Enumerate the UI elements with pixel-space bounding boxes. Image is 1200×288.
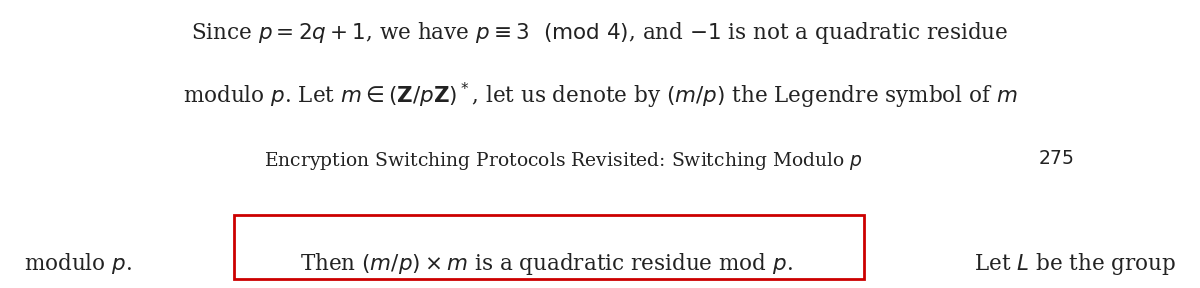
Text: Since $p = 2q + 1$, we have $p \equiv 3\ \ (\mathrm{mod}\ 4)$, and $-1$ is not a: Since $p = 2q + 1$, we have $p \equiv 3\… xyxy=(191,20,1009,46)
Text: modulo $p$.: modulo $p$. xyxy=(24,251,132,276)
Text: $275$: $275$ xyxy=(1038,150,1074,168)
Text: Encryption Switching Protocols Revisited: Switching Modulo $p$: Encryption Switching Protocols Revisited… xyxy=(264,150,864,172)
Text: modulo $p$. Let $m \in (\mathbf{Z}/p\mathbf{Z})^*$, let us denote by $(m/p)$ the: modulo $p$. Let $m \in (\mathbf{Z}/p\mat… xyxy=(182,81,1018,111)
Text: Then $(m/p) \times m$ is a quadratic residue mod $p$.: Then $(m/p) \times m$ is a quadratic res… xyxy=(300,251,792,276)
Text: Let $L$ be the group: Let $L$ be the group xyxy=(974,251,1176,276)
